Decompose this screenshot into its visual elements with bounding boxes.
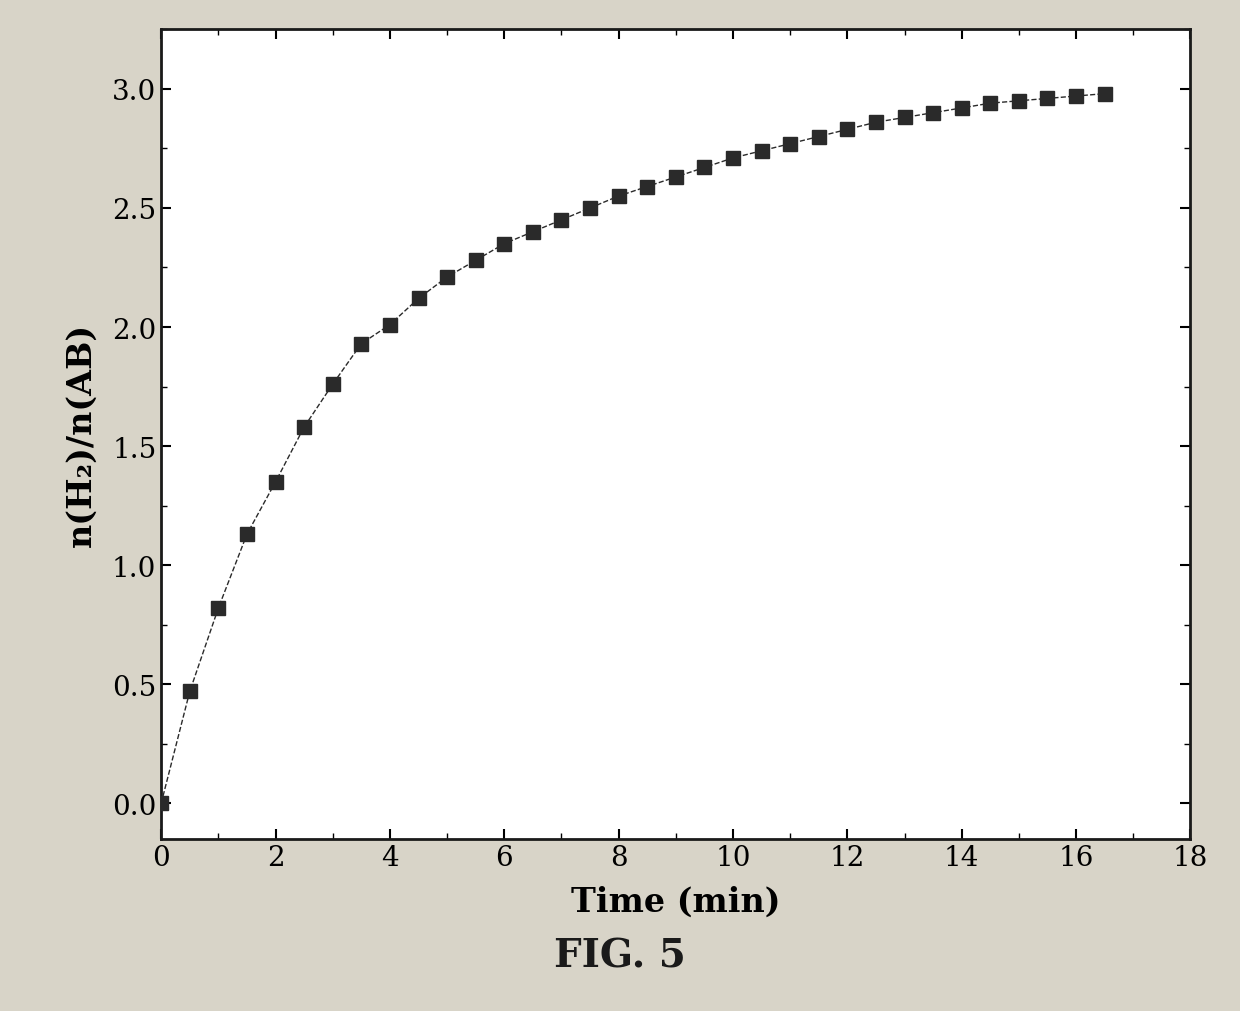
Y-axis label: n(H₂)/n(AB): n(H₂)/n(AB) <box>64 323 98 547</box>
X-axis label: Time (min): Time (min) <box>572 885 780 918</box>
Text: FIG. 5: FIG. 5 <box>554 936 686 975</box>
